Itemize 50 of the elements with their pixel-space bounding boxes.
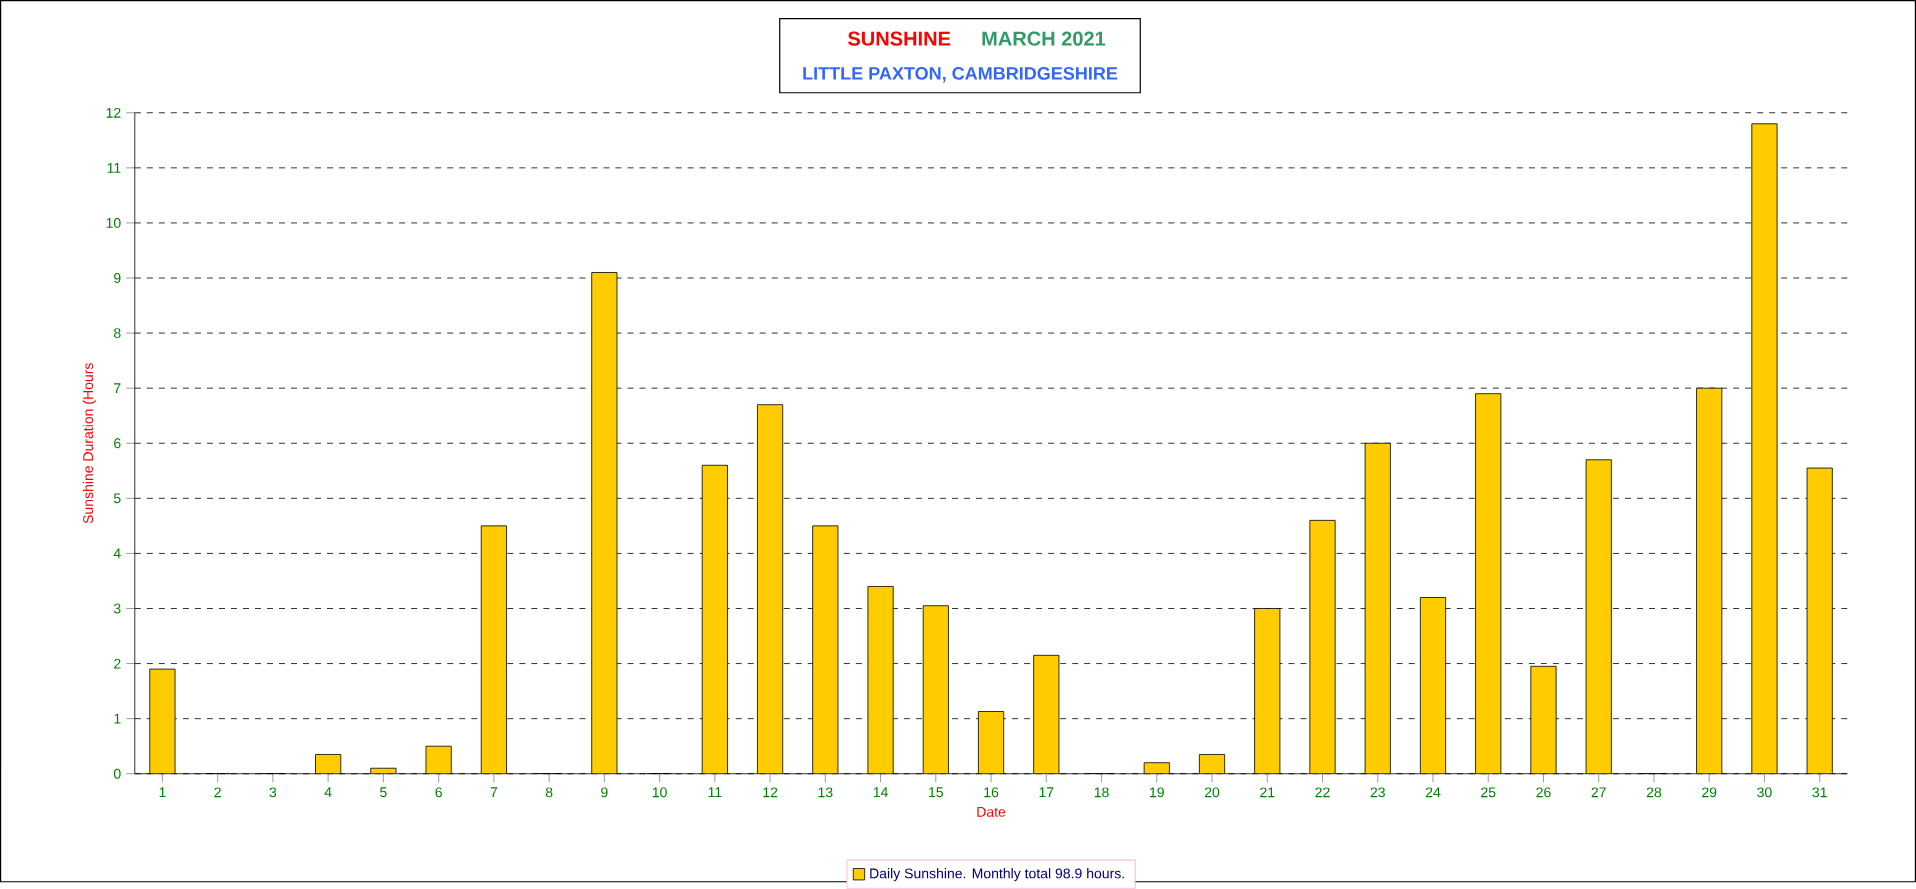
x-tick-label: 24 <box>1425 787 1441 798</box>
chart-subtitle: LITTLE PAXTON, CAMBRIDGESHIRE <box>803 67 1118 83</box>
x-tick-label: 15 <box>929 787 943 798</box>
x-axis-title: Date <box>977 807 1006 817</box>
x-tick-label: 5 <box>380 787 387 798</box>
y-tick-label: 3 <box>113 603 121 614</box>
y-tick-label: 8 <box>113 328 121 339</box>
y-tick-label: 1 <box>114 713 121 724</box>
legend-label: Daily Sunshine. Monthly total 98.9 hours. <box>870 868 1124 882</box>
text: MARCH 2021 <box>982 31 1106 46</box>
y-tick-label: 5 <box>113 493 121 504</box>
x-tick-label: 26 <box>1536 787 1551 798</box>
y-tick-label: 11 <box>107 163 121 173</box>
x-tick-label: 20 <box>1204 787 1220 798</box>
x-tick-label: 30 <box>1757 787 1772 798</box>
y-axis-title: Sunshine Duration (Hours <box>82 363 96 524</box>
x-tick-label: 10 <box>652 787 667 798</box>
y-tick-label: 0 <box>113 768 121 779</box>
x-tick-label: 25 <box>1481 787 1496 798</box>
x-tick-label: 18 <box>1094 787 1109 798</box>
x-tick-label: 12 <box>763 787 778 798</box>
y-tick-label: 9 <box>114 273 121 284</box>
x-tick-label: 17 <box>1039 787 1054 798</box>
x-tick-label: 29 <box>1702 787 1717 798</box>
x-tick-label: 9 <box>601 787 608 798</box>
y-tick-label: 12 <box>106 108 121 118</box>
x-tick-label: 22 <box>1315 787 1330 798</box>
x-tick-label: 16 <box>984 787 999 798</box>
x-tick-label: 3 <box>269 787 277 798</box>
x-tick-label: 23 <box>1370 787 1385 798</box>
chart-title: SUNSHINE <box>847 31 951 46</box>
y-tick-label: 7 <box>114 383 121 394</box>
y-tick-label: 4 <box>113 548 121 559</box>
x-tick-label: 19 <box>1150 787 1164 798</box>
x-tick-label: 31 <box>1812 787 1827 798</box>
y-tick-label: 2 <box>114 658 121 669</box>
y-tick-label: 6 <box>114 438 121 449</box>
x-tick-label: 7 <box>490 787 498 798</box>
x-tick-label: 6 <box>435 787 442 798</box>
x-tick-label: 8 <box>545 787 553 798</box>
x-tick-label: 28 <box>1646 787 1662 798</box>
x-tick-label: 4 <box>324 787 332 798</box>
x-tick-label: 14 <box>873 787 888 798</box>
x-tick-label: 11 <box>708 787 722 798</box>
x-tick-label: 1 <box>159 787 166 798</box>
x-tick-label: 27 <box>1591 787 1606 798</box>
x-tick-label: 21 <box>1260 787 1275 798</box>
x-tick-label: 2 <box>214 787 221 798</box>
x-tick-label: 13 <box>818 787 833 798</box>
y-tick-label: 10 <box>106 218 121 228</box>
